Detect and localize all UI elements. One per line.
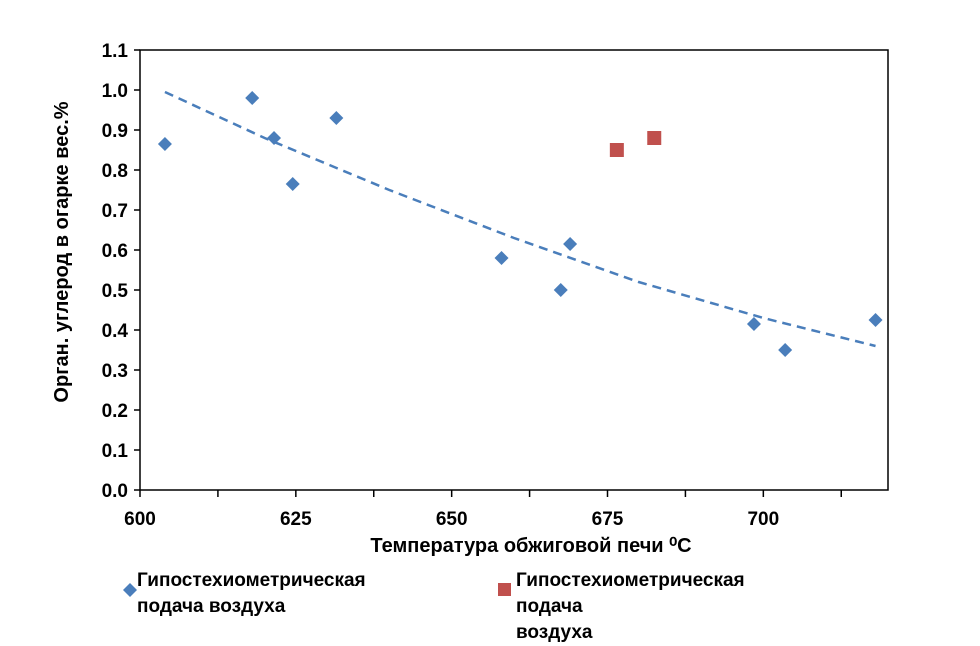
x-tick-label: 600 [124, 509, 156, 530]
trendline [164, 90, 876, 348]
plot-frame [139, 49, 889, 491]
axes: 0.0 0.1 0.2 0.3 0.4 0.5 0.6 0.7 0.8 0.9 1.0 1.1 600 6… [102, 41, 889, 530]
data-point-diamond [553, 283, 568, 297]
y-tick-label: 0.7 [102, 201, 128, 222]
x-tick-label: 700 [747, 509, 779, 530]
data-point-diamond [245, 91, 260, 105]
data-point-square [609, 143, 624, 157]
data-point-diamond [329, 111, 344, 125]
y-tick-label: 0.4 [102, 321, 129, 342]
legend-label-series-1-line2: подача воздуха [137, 596, 286, 617]
legend-label-series-2-line2: воздуха [516, 622, 593, 643]
x-axis-title: Температура обжиговой печи ⁰C [370, 535, 691, 557]
y-tick-label: 0.5 [102, 281, 129, 302]
data-point-diamond [157, 137, 172, 151]
y-tick-label: 0.9 [102, 121, 128, 142]
y-tick-label: 0.1 [102, 441, 129, 462]
trendline-group [164, 90, 876, 348]
data-point-diamond [494, 251, 509, 265]
legend-label-series-1: Гипостехиометрическая подача воздуха [137, 568, 366, 620]
data-point-diamond [285, 177, 300, 191]
data-point-diamond [267, 131, 282, 145]
y-tick-label: 0.6 [102, 241, 128, 262]
legend-label-series-1-line1: Гипостехиометрическая [137, 570, 366, 591]
legend-marker-diamond [123, 583, 137, 597]
y-axis-title: Орган. углерод в огарке вес.% [51, 101, 73, 402]
data-points [157, 91, 883, 357]
x-tick-label: 675 [592, 509, 624, 530]
legend-label-series-2-line1: Гипостехиометрическая подача [516, 570, 745, 617]
data-point-diamond [868, 313, 883, 327]
x-tick-label: 650 [436, 509, 468, 530]
legend-marker-square [498, 583, 511, 596]
x-tick-label: 625 [280, 509, 312, 530]
legend-label-series-2: Гипостехиометрическая подача воздуха [516, 568, 745, 646]
y-tick-label: 0.8 [102, 161, 128, 182]
y-tick-label: 1.1 [102, 41, 129, 62]
y-tick-label: 0.2 [102, 401, 128, 422]
data-point-square [647, 131, 662, 145]
data-point-diamond [746, 317, 761, 331]
y-tick-label: 0.3 [102, 361, 128, 382]
y-tick-label: 0.0 [102, 481, 128, 502]
y-tick-label: 1.0 [102, 81, 128, 102]
data-point-diamond [563, 237, 578, 251]
data-point-diamond [778, 343, 793, 357]
